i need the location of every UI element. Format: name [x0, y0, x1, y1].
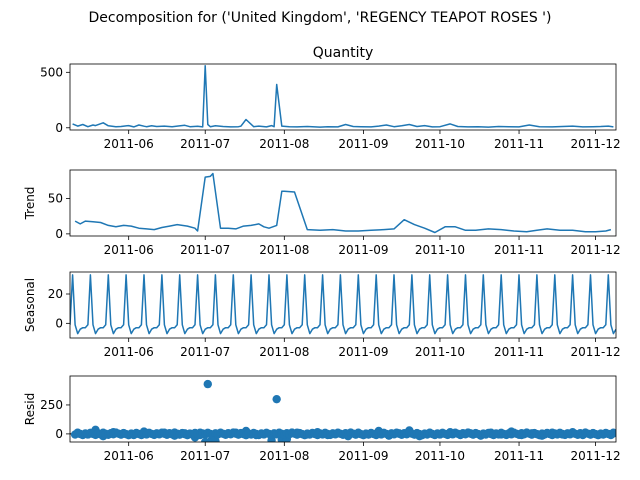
x-tick-label: 2011-08	[259, 449, 309, 463]
y-tick-label: 20	[48, 287, 63, 301]
x-tick-label: 2011-07	[180, 137, 230, 151]
resid-point	[272, 394, 281, 404]
subplot-title: Quantity	[313, 45, 374, 61]
y-tick-label: 0	[55, 227, 63, 241]
x-tick-label: 2011-06	[104, 449, 154, 463]
y-axis-label: Resid	[23, 393, 37, 425]
x-tick-label: 2011-12	[571, 345, 621, 359]
x-tick-label: 2011-07	[180, 243, 230, 257]
x-tick-label: 2011-06	[104, 137, 154, 151]
x-tick-label: 2011-10	[415, 137, 465, 151]
x-tick-label: 2011-09	[338, 449, 388, 463]
plot-area	[74, 172, 612, 234]
x-tick-label: 2011-12	[571, 449, 621, 463]
y-axis-label: Trend	[23, 187, 37, 221]
x-tick-label: 2011-11	[494, 449, 544, 463]
x-tick-label: 2011-07	[180, 449, 230, 463]
y-tick-label: 0	[55, 316, 63, 330]
subplot-1: 2011-06 2011-07 2011-08 2011-09 2011-10 2011-…	[40, 45, 621, 151]
plot-area	[72, 64, 614, 128]
subplot-3: 2011-06 2011-07 2011-08 2011-09 2011-10 2011-…	[23, 271, 621, 359]
x-tick-label: 2011-10	[415, 449, 465, 463]
x-tick-label: 2011-10	[415, 345, 465, 359]
series-line	[74, 172, 612, 234]
series-line	[70, 274, 616, 335]
plot-area	[70, 274, 616, 335]
x-tick-label: 2011-08	[259, 137, 309, 151]
subplot-4: 2011-06 2011-07 2011-08 2011-09 2011-10 2011-…	[23, 375, 621, 463]
x-tick-label: 2011-12	[571, 137, 621, 151]
y-tick-label: 500	[40, 65, 63, 79]
y-axis-label: Seasonal	[23, 278, 37, 332]
y-tick-label: 0	[55, 427, 63, 441]
x-tick-label: 2011-09	[338, 243, 388, 257]
axes-frame	[69, 375, 617, 443]
resid-point	[203, 379, 212, 389]
x-tick-label: 2011-06	[104, 243, 154, 257]
subplot-2: 2011-06 2011-07 2011-08 2011-09 2011-10 2011-…	[23, 169, 621, 257]
y-tick-label: 0	[55, 121, 63, 135]
figure-suptitle: Decomposition for ('United Kingdom', 'RE…	[88, 10, 551, 26]
y-tick-label: 50	[48, 191, 63, 205]
axes-frame	[69, 169, 617, 237]
x-tick-label: 2011-09	[338, 345, 388, 359]
x-tick-label: 2011-09	[338, 137, 388, 151]
subplot-panels: 2011-06 2011-07 2011-08 2011-09 2011-10 2011-…	[23, 45, 621, 463]
axes-frame	[69, 271, 617, 339]
x-tick-label: 2011-10	[415, 243, 465, 257]
x-tick-label: 2011-08	[259, 345, 309, 359]
x-tick-label: 2011-12	[571, 243, 621, 257]
x-tick-label: 2011-06	[104, 345, 154, 359]
x-tick-label: 2011-11	[494, 345, 544, 359]
resid-point	[609, 429, 616, 438]
y-tick-label: 250	[40, 398, 63, 412]
axes-frame	[69, 63, 617, 131]
series-line	[72, 64, 614, 128]
x-tick-label: 2011-11	[494, 137, 544, 151]
x-tick-label: 2011-11	[494, 243, 544, 257]
x-tick-label: 2011-08	[259, 243, 309, 257]
plot-area	[70, 379, 616, 442]
x-tick-label: 2011-07	[180, 345, 230, 359]
